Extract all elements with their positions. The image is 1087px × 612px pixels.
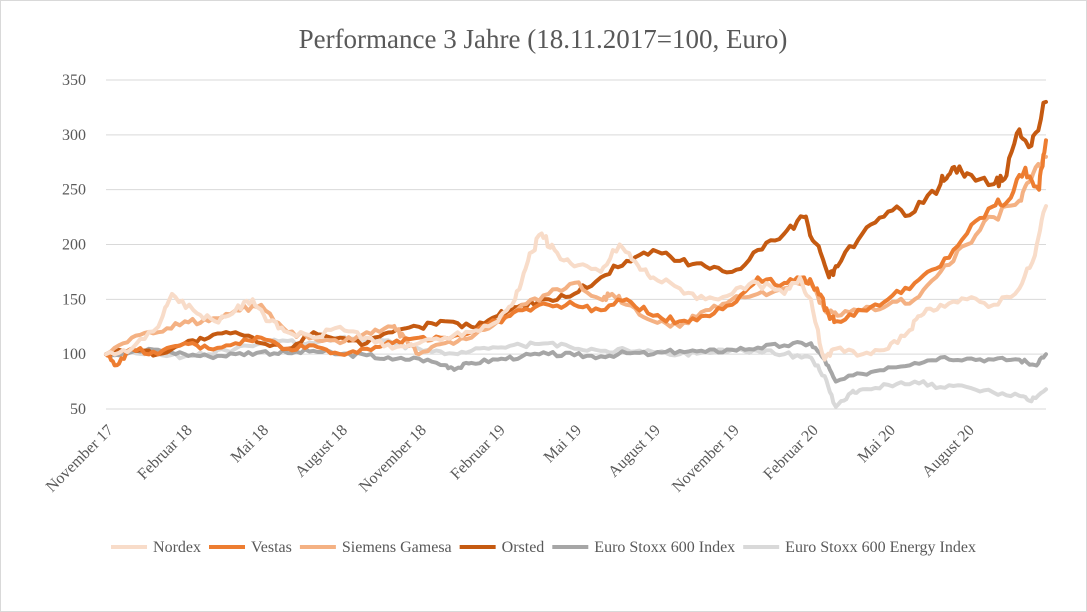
series-line-nordex — [104, 204, 1048, 362]
legend-label-vestas: Vestas — [251, 539, 292, 556]
y-tick-label-300: 300 — [62, 127, 86, 144]
y-tick-label-50: 50 — [70, 401, 86, 418]
legend-label-siemens-gamesa: Siemens Gamesa — [342, 539, 452, 556]
legend-item-siemens-gamesa: Siemens Gamesa — [299, 539, 452, 556]
legend-item-nordex: Nordex — [111, 539, 201, 556]
series-line-orsted — [104, 99, 1048, 358]
x-tick-label-august-20: August 20 — [919, 422, 978, 481]
x-tick-label-mai-19: Mai 19 — [541, 422, 585, 466]
x-tick-label-februar-20: Februar 20 — [760, 422, 821, 483]
x-tick-label-mai-20: Mai 20 — [855, 422, 899, 466]
y-axis-tick-labels: 50 100 150 200 250 300 350 — [62, 72, 86, 418]
legend-label-orsted: Orsted — [502, 539, 545, 556]
legend-item-orsted: Orsted — [459, 539, 545, 556]
legend-label-euro-stoxx-600-energy-index: Euro Stoxx 600 Energy Index — [785, 539, 976, 556]
series-line-vestas — [104, 138, 1048, 368]
x-axis-tick-labels: November 17 Februar 18 Mai 18 August 18 Nove… — [43, 422, 978, 496]
x-tick-label-november-17: November 17 — [43, 422, 117, 496]
y-tick-label-150: 150 — [62, 291, 86, 308]
x-tick-label-november-19: November 19 — [669, 422, 743, 496]
gridlines — [106, 79, 1046, 410]
series-lines — [104, 99, 1048, 409]
legend-item-vestas: Vestas — [209, 539, 292, 556]
series-line-siemens-gamesa — [104, 154, 1048, 357]
series-line-euro-stoxx-600-energy-index — [104, 334, 1048, 409]
y-tick-label-200: 200 — [62, 237, 86, 254]
legend-label-nordex: Nordex — [153, 539, 201, 556]
y-tick-label-250: 250 — [62, 182, 86, 199]
chart-title: Performance 3 Jahre (18.11.2017=100, Eur… — [299, 24, 788, 54]
legend-item-euro-stoxx-600-index: Euro Stoxx 600 Index — [552, 539, 735, 556]
x-tick-label-november-18: November 18 — [356, 422, 430, 496]
series-line-euro-stoxx-600-index — [104, 340, 1048, 384]
legend-label-euro-stoxx-600-index: Euro Stoxx 600 Index — [594, 539, 735, 556]
legend: Nordex Vestas Siemens Gamesa Orsted Euro Sto… — [111, 539, 976, 556]
y-tick-label-100: 100 — [62, 346, 86, 363]
x-tick-label-mai-18: Mai 18 — [228, 422, 272, 466]
x-tick-label-august-19: August 19 — [605, 422, 664, 481]
x-tick-label-august-18: August 18 — [292, 422, 351, 481]
x-tick-label-februar-18: Februar 18 — [134, 422, 195, 483]
legend-item-euro-stoxx-600-energy-index: Euro Stoxx 600 Energy Index — [743, 539, 976, 556]
x-tick-label-februar-19: Februar 19 — [447, 422, 508, 483]
y-tick-label-350: 350 — [62, 72, 86, 89]
